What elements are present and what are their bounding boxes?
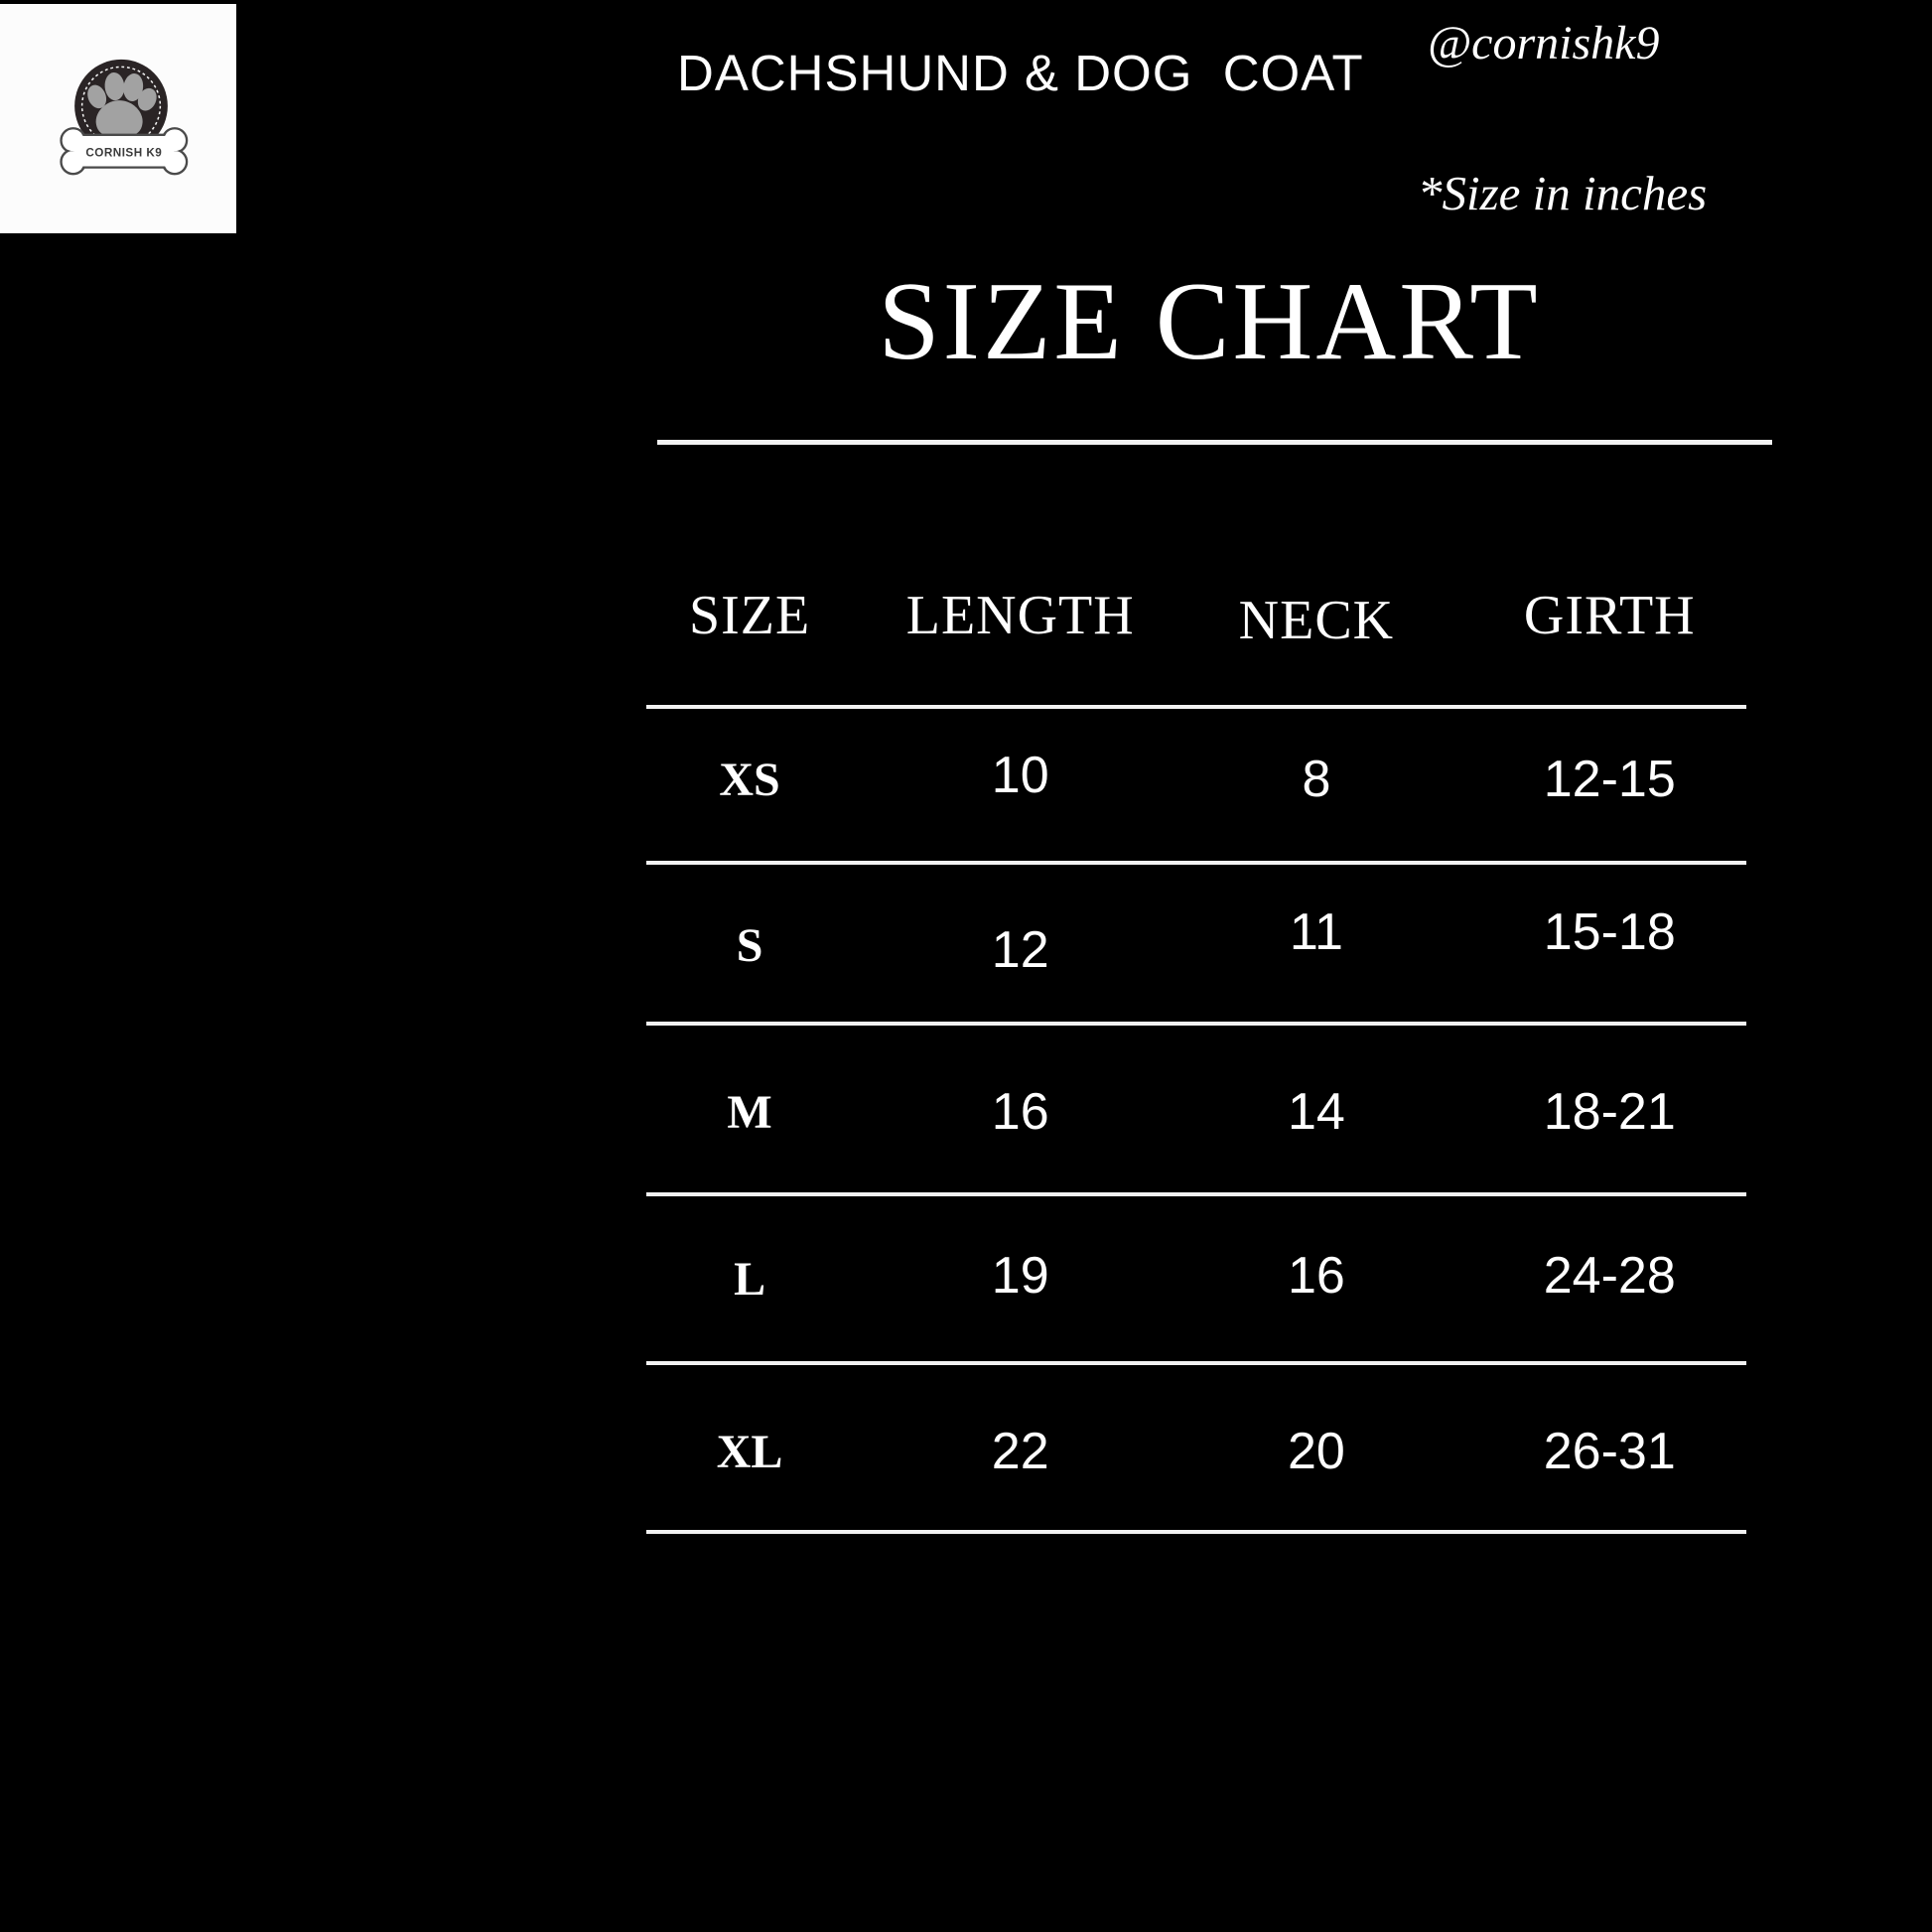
row-separator-line xyxy=(646,1022,1746,1026)
size-label: L xyxy=(734,1252,766,1306)
social-handle: @cornishk9 xyxy=(1428,17,1660,69)
brand-logo: CORNISH K9 xyxy=(60,59,189,176)
neck-value: 11 xyxy=(1289,903,1343,961)
table-header-row: SIZE LENGTH NECK GIRTH xyxy=(645,571,1773,660)
brand-logo-box: CORNISH K9 xyxy=(0,4,236,233)
size-label: S xyxy=(736,918,763,972)
neck-value: 20 xyxy=(1287,1423,1345,1480)
logo-brand-text: CORNISH K9 xyxy=(85,146,162,159)
length-value: 10 xyxy=(991,747,1049,804)
unit-note: *Size in inches xyxy=(1418,166,1708,220)
length-value: 19 xyxy=(991,1247,1049,1305)
size-label: XS xyxy=(719,753,780,806)
column-header-neck: NECK xyxy=(1238,590,1395,651)
neck-value: 8 xyxy=(1302,751,1331,808)
girth-value: 18-21 xyxy=(1543,1083,1676,1141)
product-title: DACHSHUND & DOG COAT xyxy=(677,45,1364,101)
neck-value: 16 xyxy=(1287,1247,1345,1305)
girth-value: 12-15 xyxy=(1543,751,1676,808)
table-row: L 19 16 24-28 xyxy=(645,1231,1773,1320)
logo-dotted-ring xyxy=(80,66,162,146)
table-row: XL 22 20 26-31 xyxy=(645,1407,1773,1496)
row-separator-line xyxy=(646,1192,1746,1196)
length-value: 22 xyxy=(991,1423,1049,1480)
column-header-girth: GIRTH xyxy=(1523,585,1696,646)
column-header-size: SIZE xyxy=(688,585,811,646)
header-separator-line xyxy=(646,705,1746,709)
paw-icon xyxy=(87,72,157,138)
girth-value: 15-18 xyxy=(1543,903,1676,961)
table-row: M 16 14 18-21 xyxy=(645,1067,1773,1157)
table-bottom-line xyxy=(646,1530,1746,1534)
neck-value: 14 xyxy=(1287,1083,1345,1141)
length-value: 12 xyxy=(991,921,1049,979)
size-label: M xyxy=(727,1085,772,1139)
table-row: XS 10 8 12-15 xyxy=(645,735,1773,824)
girth-value: 26-31 xyxy=(1543,1423,1676,1480)
table-row: S 12 11 15-18 xyxy=(645,900,1773,990)
girth-value: 24-28 xyxy=(1543,1247,1676,1305)
title-underline xyxy=(657,440,1772,445)
length-value: 16 xyxy=(991,1083,1049,1141)
row-separator-line xyxy=(646,861,1746,865)
row-separator-line xyxy=(646,1361,1746,1365)
size-chart-title: SIZE CHART xyxy=(878,260,1541,383)
size-label: XL xyxy=(716,1425,783,1478)
column-header-length: LENGTH xyxy=(905,585,1135,646)
bone-icon: CORNISH K9 xyxy=(60,127,189,176)
